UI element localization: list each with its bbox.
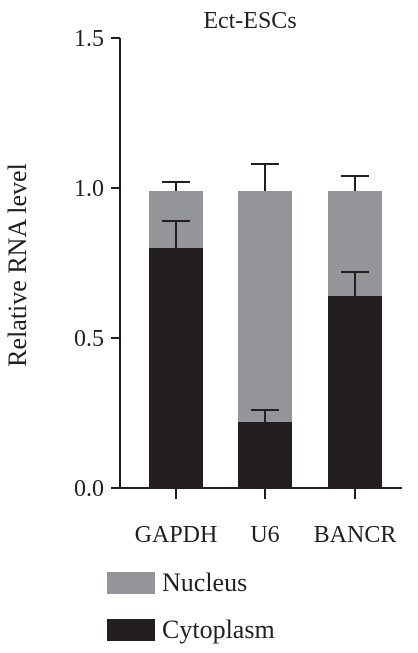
- bar-nucleus-u6: [238, 191, 292, 422]
- legend: Nucleus Cytoplasm: [107, 568, 275, 644]
- y-axis-label: Relative RNA level: [3, 163, 32, 367]
- bar-cytoplasm-bancr: [328, 296, 382, 488]
- y-tick-label: 1.5: [74, 26, 104, 52]
- x-tick-label: U6: [250, 522, 279, 548]
- chart-title: Ect-ESCs: [203, 8, 296, 34]
- bar-cytoplasm-gapdh: [149, 248, 203, 488]
- plot-area: 0.0 0.5 1.0 1.5 GAPDH U6 BANCR: [74, 26, 402, 548]
- x-tick-label: GAPDH: [135, 522, 218, 548]
- legend-label-nucleus: Nucleus: [162, 568, 247, 597]
- y-tick-label: 1.0: [74, 176, 104, 202]
- legend-swatch-nucleus: [107, 572, 155, 594]
- legend-label-cytoplasm: Cytoplasm: [162, 615, 275, 644]
- bar-cytoplasm-u6: [238, 422, 292, 488]
- y-tick-label: 0.5: [74, 326, 104, 352]
- y-tick-label: 0.0: [74, 476, 104, 502]
- x-tick-label: BANCR: [314, 522, 397, 548]
- legend-swatch-cytoplasm: [107, 619, 155, 641]
